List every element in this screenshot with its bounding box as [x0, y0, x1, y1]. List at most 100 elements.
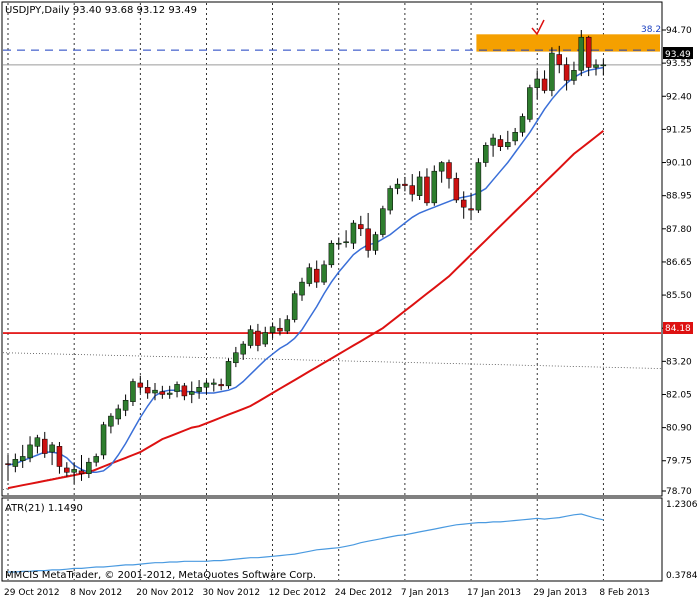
candle-body — [519, 116, 526, 133]
candle-body — [181, 385, 188, 397]
x-tick-label: 8 Nov 2012 — [70, 588, 122, 598]
candle-body — [5, 463, 11, 465]
chart-title: USDJPY,Daily 93.40 93.68 93.12 93.49 — [5, 5, 197, 16]
atr-panel-frame — [1, 497, 663, 582]
candle-body — [446, 162, 452, 179]
trend-dotted-line — [2, 471, 82, 490]
candle-body — [321, 264, 327, 283]
resistance-zone — [476, 34, 660, 52]
candle-body — [460, 199, 467, 208]
candle-body — [424, 176, 430, 204]
fib-level-label: 38.2 — [641, 25, 661, 35]
y-tick-label: 78.70 — [666, 487, 692, 497]
candle-body — [328, 242, 335, 266]
candle-body — [152, 389, 158, 394]
candle-body — [505, 142, 511, 147]
y-tick-label: 82.05 — [666, 390, 692, 400]
candle-body — [512, 132, 518, 142]
candle-body — [144, 387, 151, 394]
candle-body — [336, 242, 342, 245]
candle-body — [578, 36, 585, 71]
candle-body — [313, 268, 320, 283]
candle-body — [453, 178, 460, 201]
fast-ma-line — [7, 66, 604, 474]
candle-body — [416, 176, 423, 196]
candle-body — [218, 384, 224, 387]
candle-body — [497, 139, 504, 147]
candle-body — [549, 52, 555, 91]
atr-y-tick-label: 1.2306 — [666, 500, 698, 510]
candle-body — [196, 387, 202, 392]
resistance-zone-box — [476, 34, 660, 52]
candle-body — [600, 64, 607, 67]
atr-y-tick-label: 0.3784 — [666, 571, 698, 581]
candle-body — [93, 456, 99, 463]
y-tick-label: 90.10 — [666, 159, 692, 169]
candle-body — [387, 188, 393, 211]
y-tick-label: 94.70 — [666, 26, 692, 36]
atr-title: ATR(21) 1.1490 — [5, 503, 83, 514]
candle-body — [365, 228, 371, 251]
y-tick-label: 93.55 — [666, 59, 692, 69]
y-tick-label: 80.90 — [666, 424, 692, 434]
candlesticks — [5, 30, 607, 484]
candle-body — [277, 327, 283, 332]
candle-body — [593, 64, 599, 68]
candle-body — [71, 469, 77, 473]
candle-body — [438, 162, 445, 172]
candle-body — [56, 446, 63, 467]
x-tick-label: 17 Jan 2013 — [467, 588, 521, 598]
fast-moving-average — [7, 66, 604, 474]
candle-body — [394, 183, 401, 189]
candle-body — [541, 78, 548, 91]
candle-body — [490, 137, 496, 146]
candle-body — [19, 456, 26, 461]
candle-body — [211, 382, 217, 385]
candle-body — [189, 391, 195, 395]
candle-body — [174, 384, 180, 392]
candle-body — [431, 170, 438, 204]
x-tick-label: 7 Jan 2013 — [401, 588, 449, 598]
candle-body — [240, 343, 246, 355]
candle-body — [233, 352, 239, 364]
x-tick-label: 12 Dec 2012 — [269, 588, 327, 598]
candle-body — [255, 330, 261, 346]
atr-series-line — [8, 513, 604, 573]
support-price-label: 84.18 — [665, 324, 691, 334]
candle-body — [27, 444, 33, 459]
x-tick-label: 20 Nov 2012 — [136, 588, 194, 598]
candle-body — [585, 36, 592, 68]
candle-body — [159, 391, 166, 395]
candle-body — [122, 399, 129, 411]
copyright-text: MMCIS MetaTrader, © 2001-2012, MetaQuote… — [5, 570, 316, 581]
last-price-label: 93.49 — [665, 50, 691, 60]
x-tick-label: 8 Feb 2013 — [599, 588, 649, 598]
candle-body — [108, 415, 114, 427]
candle-body — [291, 293, 298, 320]
x-axis-ticks: 29 Oct 2012 8 Nov 2012 20 Nov 2012 30 Nov 2… — [4, 588, 650, 598]
candle-body — [64, 467, 70, 473]
atr-line: 1.2306 0.3784 — [8, 500, 698, 581]
candle-body — [475, 162, 482, 211]
candle-body — [262, 332, 268, 345]
slow-moving-average — [7, 130, 605, 490]
y-tick-label: 88.95 — [666, 192, 692, 202]
candle-body — [203, 382, 210, 388]
candle-body — [534, 78, 540, 88]
grid-lines — [7, 3, 604, 580]
x-tick-label: 29 Oct 2012 — [4, 588, 60, 598]
candle-body — [468, 208, 474, 211]
slow-ma-line — [7, 130, 605, 490]
candle-body — [409, 185, 415, 195]
y-axis-ticks: 94.70 93.55 92.40 91.25 90.10 88.95 87.80 86.65… — [662, 26, 692, 497]
y-tick-label: 91.25 — [666, 125, 692, 135]
last-price-box — [663, 47, 693, 59]
y-tick-label: 86.65 — [666, 258, 692, 268]
candle-body — [358, 224, 364, 230]
candle-body — [380, 208, 386, 235]
y-tick-label: 79.75 — [666, 457, 692, 467]
x-tick-label: 30 Nov 2012 — [202, 588, 260, 598]
candle-body — [86, 461, 92, 474]
y-tick-label: 83.20 — [666, 357, 692, 367]
candle-body — [78, 470, 85, 474]
